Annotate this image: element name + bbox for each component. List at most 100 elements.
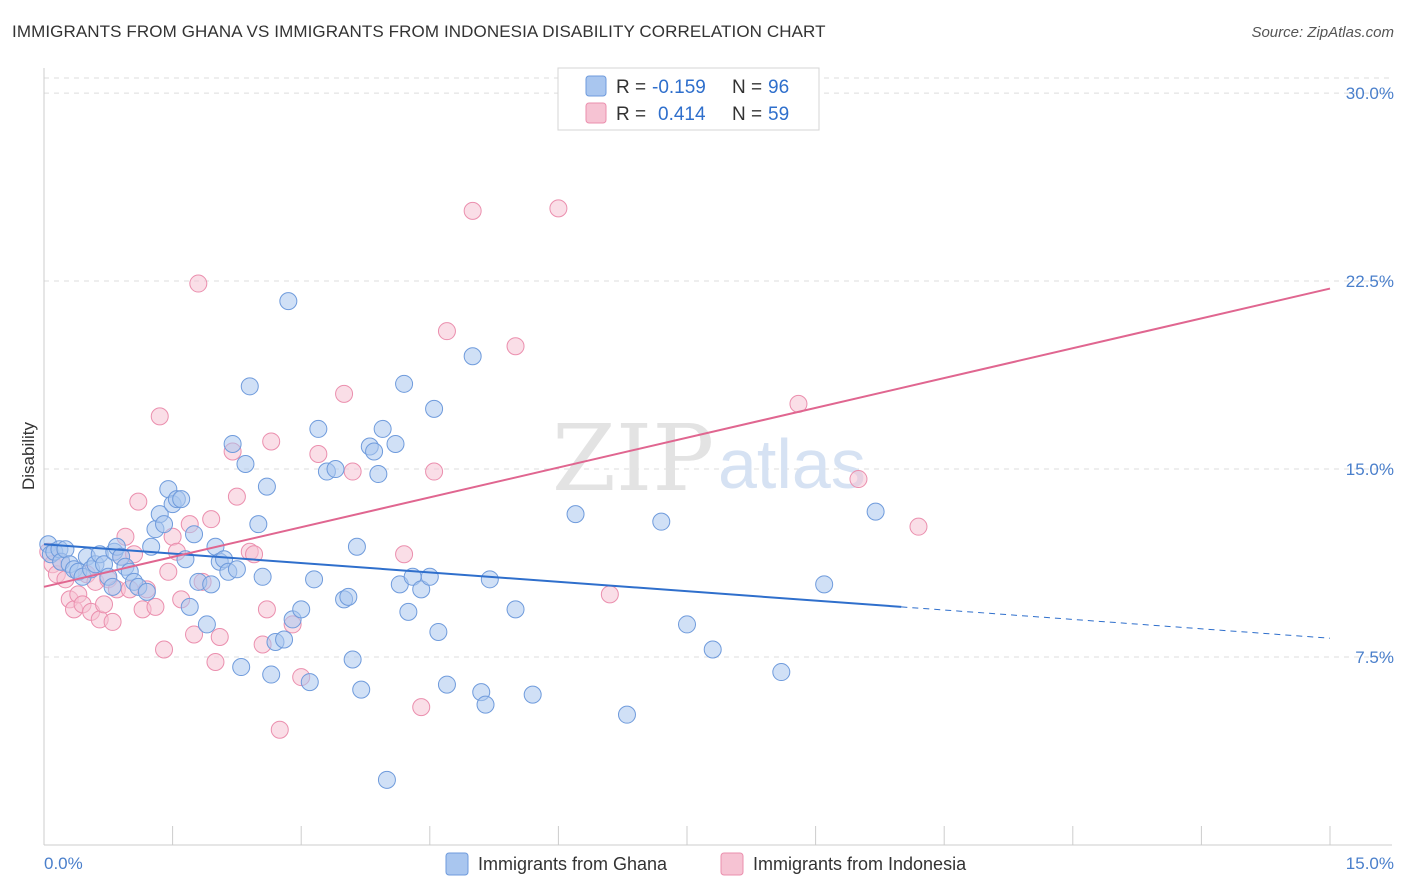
indonesia-trend-line (43, 287, 1331, 588)
indonesia-point (262, 432, 281, 451)
indonesia-point (159, 562, 178, 581)
indonesia-point (335, 384, 354, 403)
indonesia-point (257, 600, 276, 619)
indonesia-point (210, 627, 229, 646)
y-tick-label: 15.0% (1346, 460, 1394, 479)
legend-box: R = -0.159 N = 96 R = 0.414 N = 59 (557, 67, 820, 131)
legend-n-label-indonesia: N = (732, 104, 762, 125)
ghana-point (202, 575, 221, 594)
ghana-point (386, 434, 405, 453)
axes (43, 68, 1392, 846)
ghana-point (377, 770, 396, 789)
ghana-point (253, 567, 272, 586)
indonesia-point (270, 720, 289, 739)
ghana-point (420, 567, 439, 586)
ghana-point (300, 673, 319, 692)
watermark-zip: ZIP (552, 405, 714, 512)
ghana-point (275, 630, 294, 649)
indonesia-point (395, 545, 414, 564)
y-axis-title: Disability (19, 421, 38, 490)
ghana-point (425, 399, 444, 418)
bottom-legend: Immigrants from Ghana Immigrants from In… (445, 852, 967, 876)
ghana-point (309, 419, 328, 438)
indonesia-point (150, 407, 169, 426)
ghana-point (772, 663, 791, 682)
indonesia-point (437, 322, 456, 341)
ghana-point (678, 615, 696, 634)
ghana-point (369, 465, 388, 484)
ghana-point (172, 490, 191, 509)
ghana-point (429, 622, 448, 641)
ghana-point (815, 575, 834, 594)
indonesia-point (412, 698, 431, 717)
watermark-atlas: atlas (718, 425, 866, 503)
indonesia-point (206, 653, 225, 672)
bottom-legend-swatch-ghana (445, 852, 469, 876)
legend-n-label-ghana: N = (732, 77, 762, 98)
ghana-point (262, 665, 281, 684)
ghana-point (236, 455, 255, 474)
ghana-point (305, 570, 324, 589)
legend-r-label-indonesia: R = (616, 104, 646, 125)
indonesia-point (463, 201, 482, 220)
ghana-point (365, 442, 384, 461)
bottom-legend-swatch-indonesia (720, 852, 744, 876)
ghana-point (227, 560, 246, 579)
ghana-point (279, 292, 298, 311)
ghana-point (137, 582, 156, 601)
ghana-point (339, 587, 358, 606)
ghana-point (480, 570, 499, 589)
ghana-point (240, 377, 259, 396)
ghana-point (617, 705, 636, 724)
ghana-point (437, 675, 456, 694)
ghana-point (463, 347, 482, 366)
y-tick-label: 7.5% (1355, 648, 1394, 667)
ghana-point (292, 600, 311, 619)
indonesia-point (202, 510, 221, 529)
ghana-point (257, 477, 276, 496)
indonesia-point (95, 595, 114, 614)
indonesia-point (129, 492, 148, 511)
ghana-point (56, 540, 75, 559)
ghana-point (476, 695, 495, 714)
ghana-point (223, 434, 242, 453)
grid-lines (44, 77, 1392, 658)
ghana-point (523, 685, 542, 704)
ghana-point (866, 502, 885, 521)
legend-r-label-ghana: R = (616, 77, 646, 98)
ghana-trend-extension (901, 606, 1331, 639)
ghana-point (703, 640, 722, 659)
ghana-point (347, 537, 366, 556)
legend-n-value-indonesia: 59 (768, 104, 789, 125)
indonesia-point (849, 470, 868, 489)
indonesia-point (146, 597, 165, 616)
ghana-points (39, 292, 885, 789)
ghana-point (197, 615, 216, 634)
y-tick-label: 30.0% (1346, 84, 1394, 103)
ghana-point (399, 602, 418, 621)
indonesia-point (549, 199, 568, 218)
bottom-legend-label-indonesia: Immigrants from Indonesia (753, 854, 967, 874)
ghana-point (180, 597, 199, 616)
ghana-point (249, 515, 268, 534)
indonesia-point (506, 337, 525, 356)
ghana-point (352, 680, 371, 699)
ghana-point (566, 505, 585, 524)
ghana-point (412, 580, 431, 599)
legend-swatch-ghana (585, 75, 607, 97)
ghana-point (103, 577, 122, 596)
bottom-legend-label-ghana: Immigrants from Ghana (478, 854, 668, 874)
x-tick-label-min: 0.0% (44, 854, 83, 873)
ghana-point (343, 650, 362, 669)
y-tick-label: 22.5% (1346, 272, 1394, 291)
ghana-point (373, 419, 392, 438)
x-tick-label-max: 15.0% (1346, 854, 1394, 873)
indonesia-point (185, 625, 204, 644)
indonesia-point (155, 640, 174, 659)
indonesia-point (103, 612, 122, 631)
ghana-point (395, 374, 414, 393)
legend-swatch-indonesia (585, 102, 607, 124)
indonesia-point (909, 517, 928, 536)
chart-source: Source: ZipAtlas.com (1251, 24, 1394, 41)
